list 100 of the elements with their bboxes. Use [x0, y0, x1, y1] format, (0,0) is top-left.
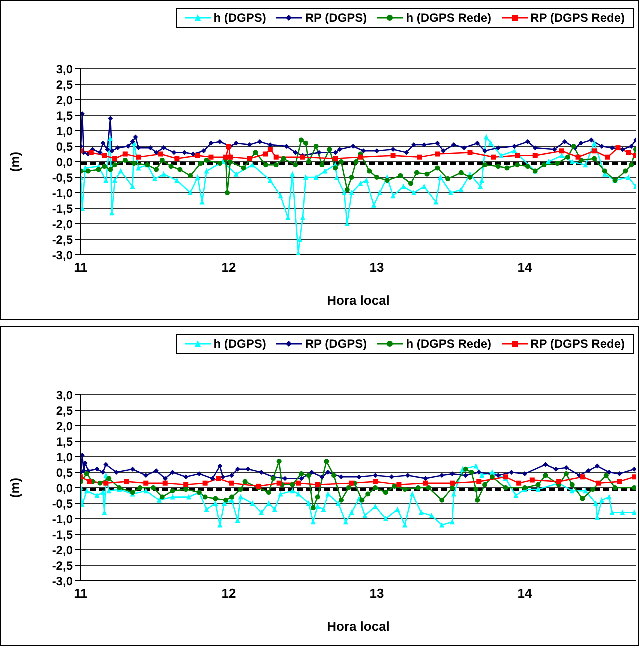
point: [632, 466, 636, 472]
x-tick-label: 14: [518, 586, 533, 602]
point: [162, 476, 168, 482]
point: [532, 153, 538, 158]
point: [396, 482, 402, 488]
point: [530, 478, 535, 483]
legend-label: h (DGPS Rede): [406, 337, 492, 351]
point: [208, 154, 214, 160]
y-tick-label: -3,0: [52, 574, 74, 588]
point: [333, 156, 338, 162]
y-tick-label: -2,5: [52, 232, 74, 247]
point: [358, 154, 364, 160]
y-tick-label: -1,0: [52, 186, 74, 200]
y-tick-label: 1,5: [56, 108, 74, 123]
y-tick-label: 2,5: [56, 404, 74, 418]
point: [516, 480, 522, 486]
point: [338, 474, 344, 480]
point: [417, 154, 422, 160]
point: [423, 480, 428, 486]
point: [463, 473, 468, 478]
y-tick-label: 3,0: [56, 62, 74, 76]
point: [124, 479, 130, 484]
point: [373, 473, 378, 478]
x-tick-label: 14: [518, 260, 533, 276]
point: [112, 156, 118, 162]
point: [81, 452, 85, 458]
point: [158, 152, 164, 157]
point: [229, 480, 234, 486]
point: [282, 476, 288, 482]
point: [104, 462, 109, 468]
point: [122, 152, 128, 157]
point: [299, 476, 304, 482]
point: [606, 470, 612, 475]
point: [235, 466, 240, 472]
point: [184, 474, 189, 480]
point: [247, 156, 252, 162]
point: [210, 476, 216, 482]
point: [617, 479, 622, 484]
legend-label: RP (DGPS): [305, 337, 368, 351]
y-tick-label: -0,5: [52, 170, 74, 185]
point: [184, 482, 189, 488]
point: [114, 470, 120, 475]
point: [617, 472, 622, 477]
y-tick-label: 2,0: [56, 419, 74, 434]
x-tick-label: 11: [74, 260, 88, 276]
point: [228, 154, 233, 160]
point: [543, 462, 548, 468]
legend-label: RP (DGPS Rede): [530, 11, 625, 25]
point: [616, 146, 621, 151]
point: [102, 153, 108, 158]
y-tick-label: 0,5: [56, 466, 74, 480]
point: [373, 479, 378, 484]
point: [468, 150, 473, 156]
y-tick-label: -1,5: [52, 202, 74, 216]
point: [595, 464, 600, 469]
point: [202, 480, 208, 486]
point: [626, 150, 632, 156]
point: [440, 473, 445, 478]
y-tick-label: -0,5: [52, 496, 74, 511]
x-tick-label: 12: [222, 586, 236, 602]
point: [326, 470, 331, 475]
x-tick-label: 13: [370, 586, 384, 602]
y-tick-label: 1,5: [56, 434, 74, 449]
y-tick-label: 0,0: [56, 155, 74, 170]
point: [491, 154, 496, 160]
point: [580, 474, 586, 480]
y-tick-label: 0,5: [56, 140, 74, 154]
point: [218, 464, 223, 469]
point: [576, 154, 581, 160]
point: [88, 150, 94, 156]
point: [560, 148, 564, 154]
y-tick-label: -2,0: [52, 217, 74, 232]
point: [320, 474, 325, 480]
legend-label: h (DGPS): [214, 11, 266, 25]
point: [162, 480, 168, 486]
y-tick-label: 2,0: [56, 93, 74, 108]
point: [496, 473, 501, 478]
point: [586, 468, 592, 474]
y-tick-label: -3,0: [52, 248, 74, 262]
y-tick-label: -1,0: [52, 512, 74, 526]
y-tick-label: 3,0: [56, 388, 74, 402]
legend-label: RP (DGPS Rede): [530, 337, 625, 351]
y-tick-label: 1,0: [56, 124, 74, 138]
y-axis-title: (m): [8, 152, 23, 172]
point: [274, 154, 279, 160]
point: [349, 480, 354, 486]
point: [136, 154, 142, 160]
point: [195, 153, 200, 158]
point: [259, 470, 264, 475]
point: [596, 480, 602, 486]
point: [605, 154, 610, 160]
point: [264, 152, 268, 157]
point: [522, 472, 528, 477]
y-tick-label: 2,5: [56, 78, 74, 92]
y-tick-label: 1,0: [56, 450, 74, 464]
point: [174, 156, 180, 162]
point: [554, 466, 559, 472]
point: [154, 468, 159, 474]
x-tick-label: 11: [74, 586, 88, 602]
point: [476, 470, 482, 475]
